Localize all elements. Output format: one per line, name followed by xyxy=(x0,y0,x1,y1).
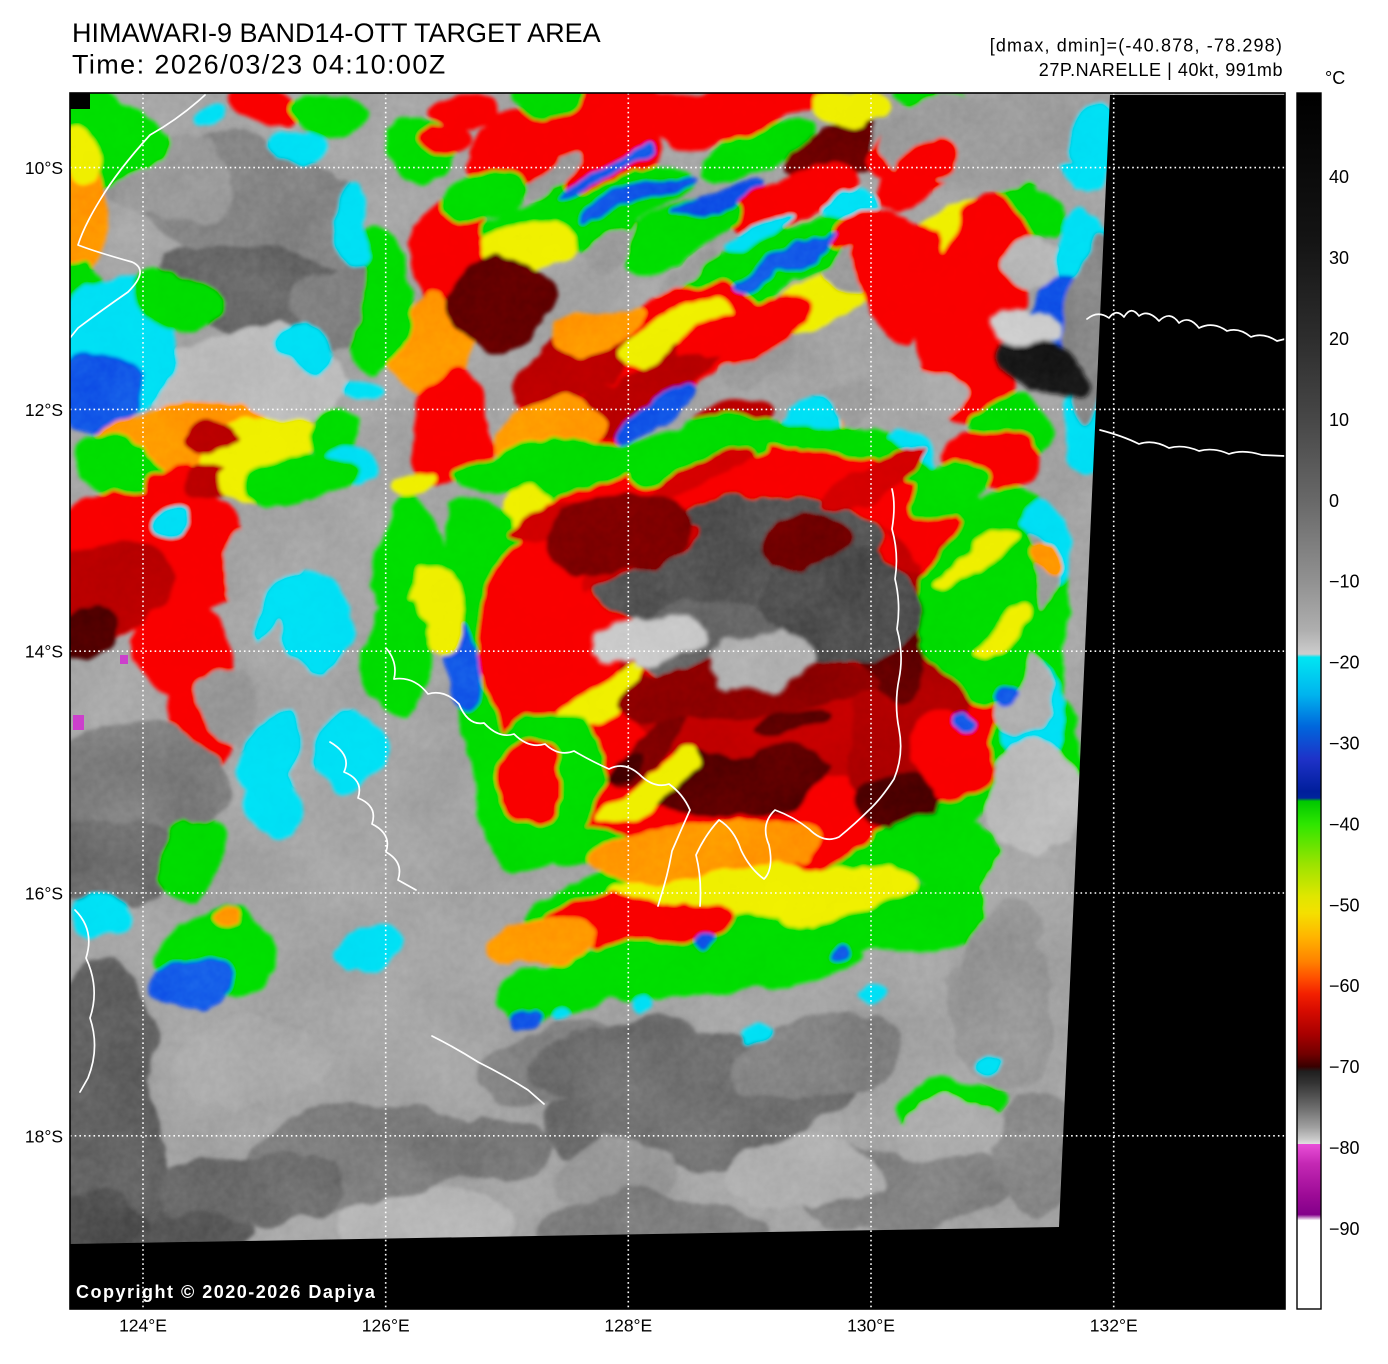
svg-text:126°E: 126°E xyxy=(362,1316,410,1336)
svg-text:128°E: 128°E xyxy=(604,1316,652,1336)
svg-text:20: 20 xyxy=(1329,329,1349,349)
svg-text:16°S: 16°S xyxy=(25,884,63,904)
svg-text:124°E: 124°E xyxy=(119,1316,167,1336)
svg-text:14°S: 14°S xyxy=(25,642,63,662)
svg-text:−80: −80 xyxy=(1329,1138,1360,1158)
svg-text:−30: −30 xyxy=(1329,734,1360,754)
svg-text:Copyright © 2020-2026 Dapiya: Copyright © 2020-2026 Dapiya xyxy=(76,1282,376,1302)
svg-text:132°E: 132°E xyxy=(1090,1316,1138,1336)
svg-text:30: 30 xyxy=(1329,248,1349,268)
svg-text:27P.NARELLE | 40kt, 991mb: 27P.NARELLE | 40kt, 991mb xyxy=(1039,60,1283,80)
svg-text:[dmax, dmin]=(-40.878, -78.298: [dmax, dmin]=(-40.878, -78.298) xyxy=(990,36,1283,56)
svg-text:Time: 2026/03/23 04:10:00Z: Time: 2026/03/23 04:10:00Z xyxy=(72,50,447,80)
svg-text:−70: −70 xyxy=(1329,1057,1360,1077)
svg-text:12°S: 12°S xyxy=(25,400,63,420)
svg-text:−50: −50 xyxy=(1329,895,1360,915)
svg-text:0: 0 xyxy=(1329,491,1339,511)
svg-text:40: 40 xyxy=(1329,167,1349,187)
svg-text:−20: −20 xyxy=(1329,653,1360,673)
svg-text:130°E: 130°E xyxy=(847,1316,895,1336)
svg-text:−40: −40 xyxy=(1329,814,1360,834)
svg-text:18°S: 18°S xyxy=(25,1126,63,1146)
svg-text:°C: °C xyxy=(1325,68,1345,88)
svg-text:−90: −90 xyxy=(1329,1219,1360,1239)
svg-text:−60: −60 xyxy=(1329,976,1360,996)
svg-text:HIMAWARI-9 BAND14-OTT TARGET A: HIMAWARI-9 BAND14-OTT TARGET AREA xyxy=(72,18,601,48)
svg-text:10: 10 xyxy=(1329,410,1349,430)
svg-text:10°S: 10°S xyxy=(25,158,63,178)
svg-text:−10: −10 xyxy=(1329,572,1360,592)
